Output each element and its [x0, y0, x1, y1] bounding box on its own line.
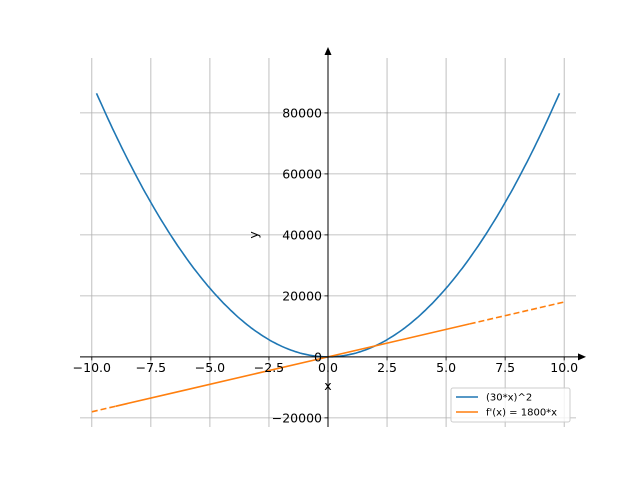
- x-axis-arrow: [578, 353, 586, 361]
- series-line-1: [115, 323, 470, 408]
- ticks: −10.0 −7.5 −5.0 −2.5 0.0 2.5 5.0 7.5 10.0 −20000 0…: [73, 105, 578, 425]
- x-tick-label: 5.0: [436, 360, 456, 375]
- x-tick-label: 2.5: [377, 360, 397, 375]
- y-tick-label: 40000: [282, 227, 322, 242]
- axes: [80, 47, 586, 427]
- y-tick-label: 20000: [282, 288, 322, 303]
- x-tick-label: −2.5: [254, 360, 284, 375]
- legend-box: [450, 387, 571, 423]
- x-axis-label: x: [324, 378, 331, 393]
- x-tick-label: −5.0: [195, 360, 225, 375]
- x-tick-label: −7.5: [136, 360, 166, 375]
- series-line-1: [91, 405, 116, 413]
- y-tick-label: −20000: [272, 410, 322, 425]
- x-tick-label: 7.5: [495, 360, 515, 375]
- series-line-1: [469, 301, 565, 325]
- y-axis-arrow: [324, 47, 332, 55]
- x-tick-label: 0.0: [318, 360, 338, 375]
- legend: (30*x)^2 f'(x) = 1800*x: [450, 387, 571, 423]
- y-tick-label: 60000: [282, 166, 322, 181]
- x-tick-label: −10.0: [73, 360, 111, 375]
- y-axis-label: y: [246, 231, 261, 239]
- y-tick-label: 0: [314, 349, 322, 364]
- legend-label-series-0: (30*x)^2: [486, 393, 532, 404]
- y-tick-label: 80000: [282, 105, 322, 120]
- legend-label-series-1: f'(x) = 1800*x: [486, 408, 557, 419]
- x-tick-label: 10.0: [550, 360, 578, 375]
